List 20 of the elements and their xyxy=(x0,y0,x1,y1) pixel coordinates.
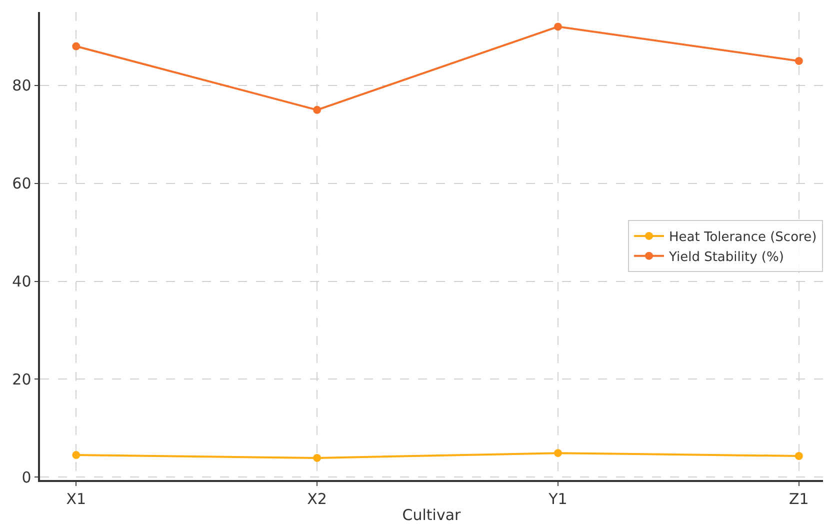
point xyxy=(794,56,803,65)
x-tick-label: Y1 xyxy=(548,490,568,508)
point xyxy=(313,454,322,462)
x-tick-label: X1 xyxy=(66,490,86,508)
legend-label: Heat Tolerance (Score) xyxy=(669,230,817,246)
x-tick-label: Z1 xyxy=(788,490,809,508)
point xyxy=(72,42,80,50)
y-tick-label: 40 xyxy=(12,272,32,290)
point xyxy=(554,22,562,31)
y-tick-label: 0 xyxy=(22,468,32,486)
point xyxy=(554,449,562,458)
y-tick-label: 80 xyxy=(12,76,32,95)
x-tick-label: X2 xyxy=(307,490,327,508)
point xyxy=(794,452,803,460)
y-tick-label: 60 xyxy=(12,174,32,193)
legend-label: Yield Stability (%) xyxy=(668,250,784,265)
x-axis-title: Cultivar xyxy=(402,506,462,524)
point xyxy=(313,106,322,114)
y-tick-label: 20 xyxy=(12,370,32,388)
point xyxy=(72,451,80,460)
